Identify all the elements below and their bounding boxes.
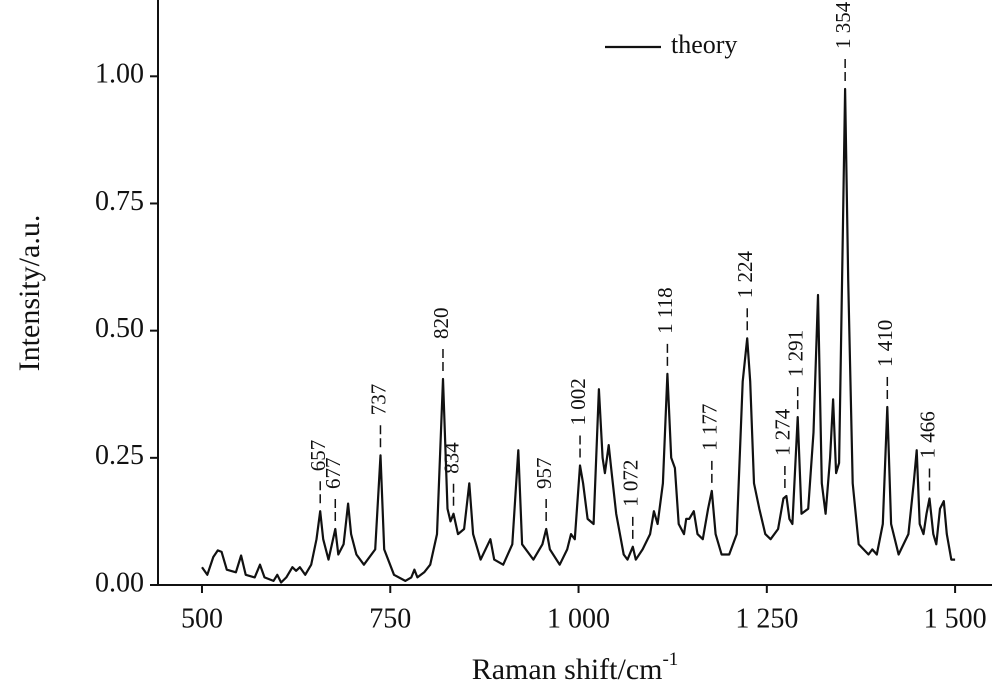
annotation-label: 834 [439,442,463,474]
annotation-label: 820 [429,307,453,339]
annotation-label: 1 002 [566,378,590,425]
spectrum-line [201,87,956,584]
annotation-label: 1 072 [619,460,643,507]
annotation-label: 1 291 [784,330,808,377]
legend-label: theory [671,30,737,59]
annotation-label: 1 224 [733,251,757,299]
annotation-label: 1 354 [831,1,855,49]
x-tick-label: 1 000 [547,603,610,634]
y-axis-label: Intensity/a.u. [13,215,46,372]
annotation-label: 1 410 [873,320,897,367]
x-tick-label: 750 [369,603,411,634]
x-tick-label: 1 250 [735,603,798,634]
annotation-label: 737 [366,384,390,416]
x-axis-label-text: Raman shift/cm [472,653,663,686]
annotation-label: 1 177 [698,404,722,451]
y-tick-label: 0.50 [95,313,144,344]
y-tick-label: 0.00 [95,567,144,598]
y-tick-label: 0.75 [95,186,144,217]
y-tick-label: 0.25 [95,440,144,471]
x-axis-label-sup: -1 [662,649,678,670]
x-axis-label: Raman shift/cm-1 [472,649,679,686]
annotation-label: 1 274 [771,408,795,456]
annotation-label: 677 [321,458,345,490]
annotation-label: 1 118 [653,287,677,333]
y-tick-label: 1.00 [95,59,144,90]
x-tick-label: 500 [181,603,223,634]
annotation-label: 957 [532,458,556,490]
x-tick-label: 1 500 [924,603,987,634]
annotation-label: 657 [306,440,330,472]
annotation-label: 1 466 [915,411,939,458]
